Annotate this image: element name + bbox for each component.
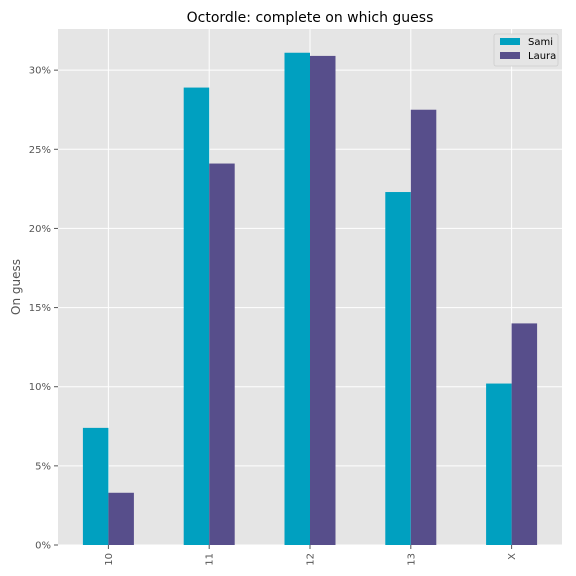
bar-sami-13	[385, 192, 411, 545]
bar-laura-13	[410, 109, 437, 545]
legend-label-sami: Sami	[528, 37, 553, 48]
bar-sami-x	[486, 383, 512, 545]
y-tick-label: 15%	[29, 303, 51, 314]
x-tick-label: 11	[205, 553, 216, 566]
y-axis-label: On guess	[9, 259, 23, 315]
legend-label-laura: Laura	[528, 51, 556, 62]
y-tick-label: 10%	[29, 382, 51, 393]
bar-laura-12	[310, 55, 336, 546]
x-axis-ticks: 10 11 12 13 X	[104, 545, 518, 566]
bar-sami-10	[82, 427, 109, 545]
legend: Sami Laura	[493, 33, 559, 67]
bar-laura-10	[108, 492, 134, 545]
bars	[82, 52, 538, 546]
chart-title: Octordle: complete on which guess	[187, 10, 434, 26]
bar-laura-x	[511, 323, 538, 545]
bar-laura-11	[209, 163, 235, 546]
x-tick-label: X	[507, 553, 518, 560]
y-tick-label: 25%	[29, 145, 51, 156]
y-tick-label: 5%	[35, 461, 51, 472]
x-tick-label: 12	[306, 553, 317, 566]
bar-sami-11	[183, 87, 210, 545]
legend-swatch-sami	[500, 38, 520, 45]
y-tick-label: 0%	[35, 541, 51, 552]
x-tick-label: 10	[104, 553, 115, 566]
x-tick-label: 13	[406, 553, 417, 566]
y-axis-ticks: 0% 5% 10% 15% 20% 25% 30%	[29, 66, 58, 552]
bar-sami-12	[284, 52, 310, 545]
y-tick-label: 20%	[29, 224, 51, 235]
y-tick-label: 30%	[29, 66, 51, 77]
legend-swatch-laura	[500, 52, 520, 59]
